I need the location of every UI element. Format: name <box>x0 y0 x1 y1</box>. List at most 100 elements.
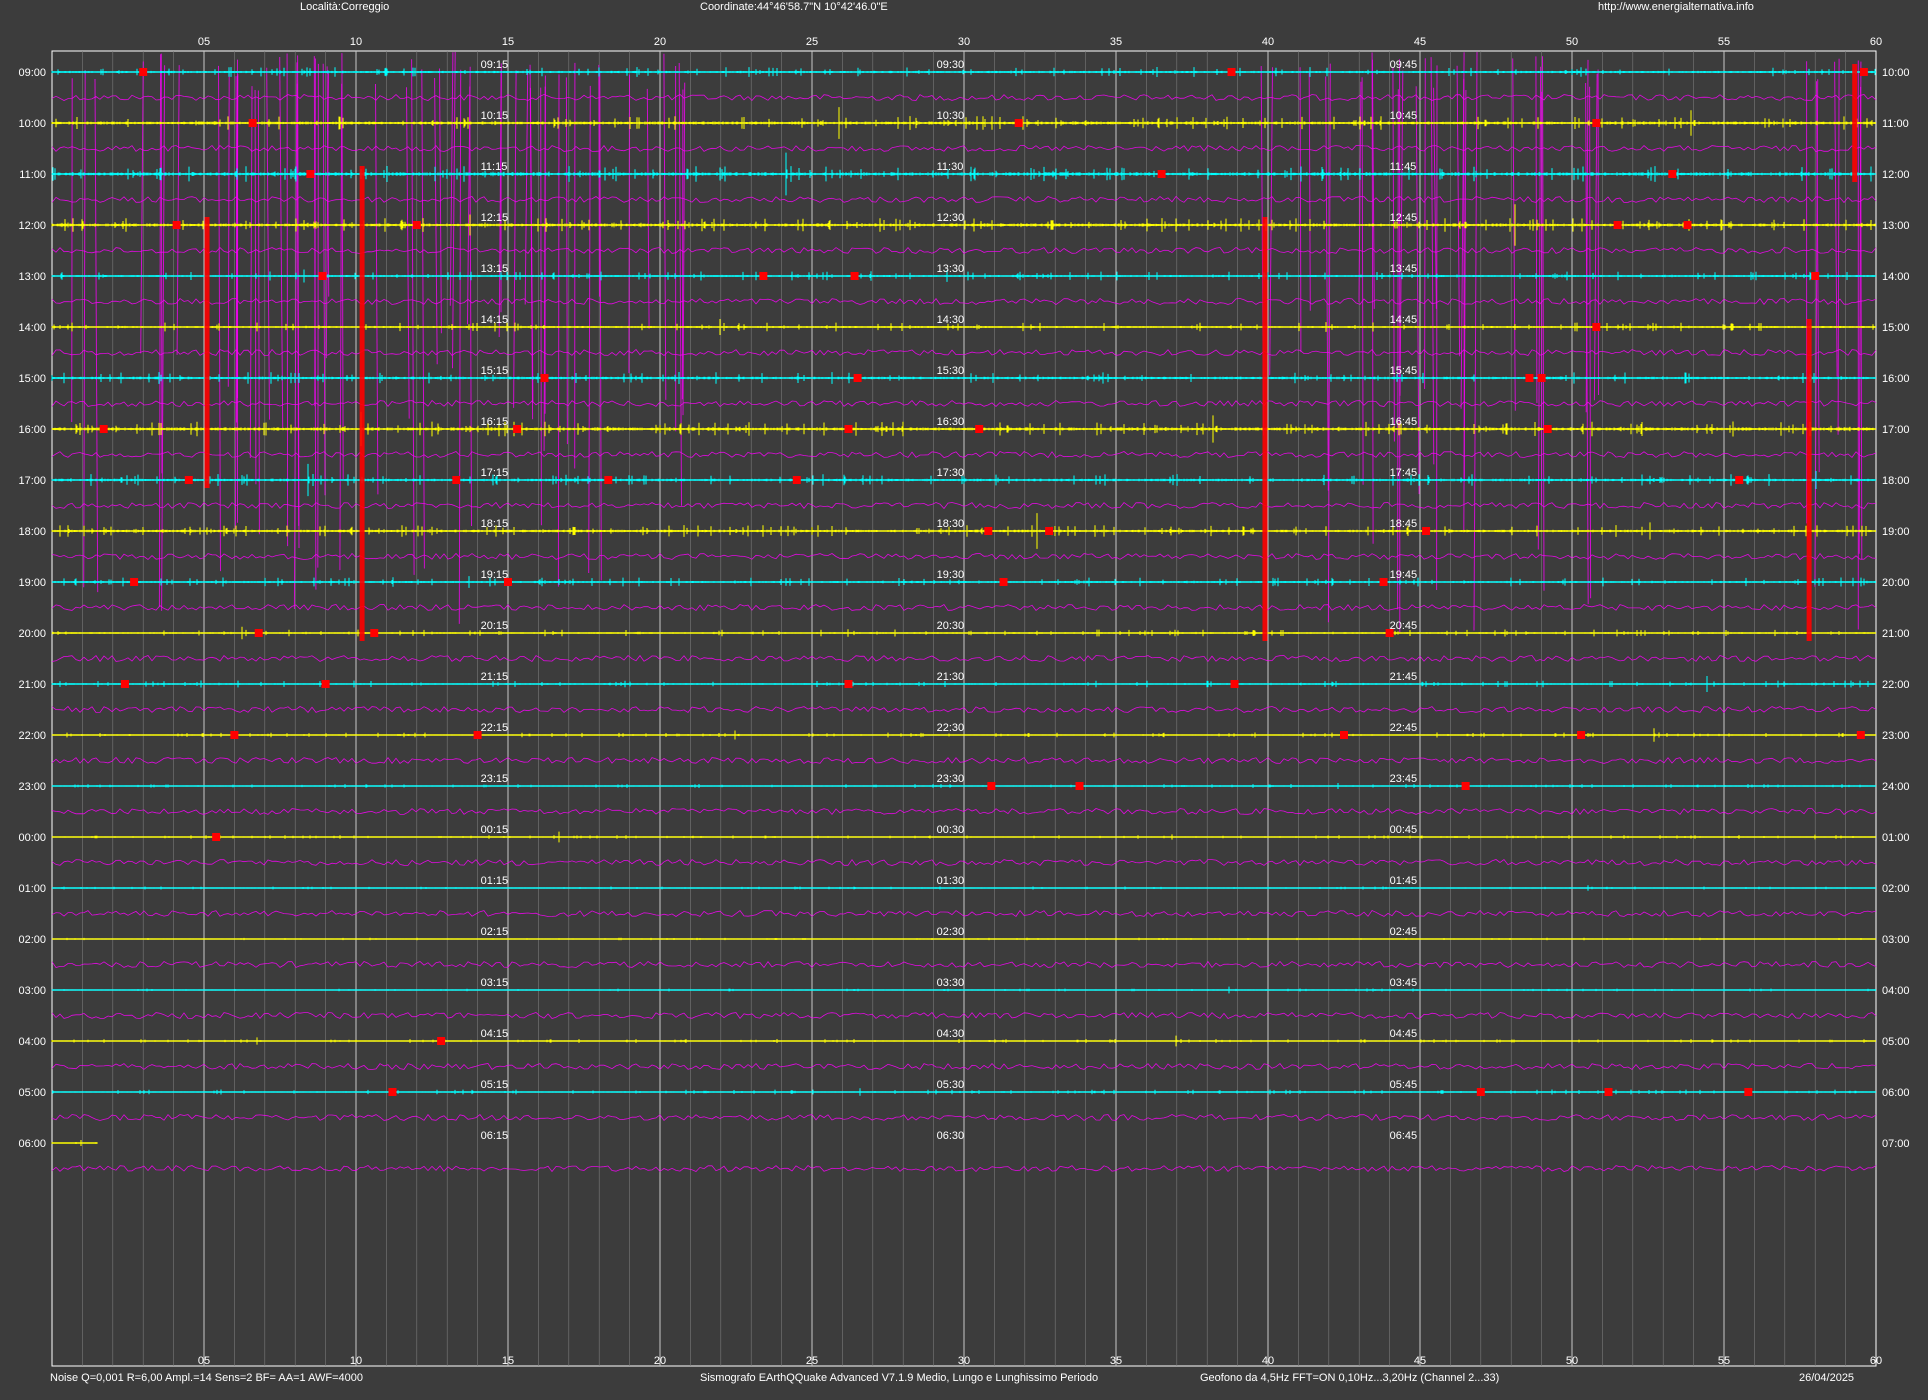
quarter-label: 03:15 <box>481 977 509 989</box>
row-label-left: 21:00 <box>18 679 46 691</box>
long-period-streak <box>293 62 298 610</box>
long-period-streak <box>1325 76 1329 491</box>
event-marker <box>604 476 613 484</box>
row-label-right: 20:00 <box>1882 577 1910 589</box>
event-marker <box>975 425 984 433</box>
quarter-label: 04:30 <box>937 1028 965 1040</box>
long-period-streak <box>469 86 472 527</box>
row-label-left: 06:00 <box>18 1138 46 1150</box>
long-period-streak <box>1397 89 1399 610</box>
quarter-label: 01:15 <box>481 875 509 887</box>
quarter-label: 05:30 <box>937 1079 965 1091</box>
quarter-label: 06:30 <box>937 1130 965 1142</box>
event-burst <box>204 217 210 488</box>
long-period-trace <box>51 1011 1877 1020</box>
event-marker <box>1592 323 1601 331</box>
quarter-label: 17:45 <box>1390 467 1418 479</box>
event-marker <box>452 476 461 484</box>
coordinates-label: Coordinate:44°46'58.7"N 10°42'46.0"E <box>700 1 888 13</box>
long-period-streak <box>176 65 180 355</box>
quarter-label: 16:45 <box>1390 416 1418 428</box>
row-label-left: 12:00 <box>18 220 46 232</box>
long-period-streak <box>1542 56 1545 591</box>
event-burst <box>1262 217 1268 641</box>
row-label-right: 23:00 <box>1882 730 1910 742</box>
long-period-streak <box>1299 67 1302 353</box>
row-label-left: 03:00 <box>18 985 46 997</box>
long-period-streak <box>421 69 425 569</box>
long-period-streak <box>1460 52 1465 409</box>
row-label-right: 07:00 <box>1882 1138 1910 1150</box>
event-marker <box>1340 731 1348 739</box>
long-period-trace <box>51 654 1876 663</box>
row-label-right: 06:00 <box>1882 1087 1910 1099</box>
seismic-trace <box>51 269 1876 283</box>
x-tick-label-bottom: 60 <box>1870 1355 1882 1367</box>
long-period-trace <box>51 1113 1877 1121</box>
long-period-streak <box>1535 56 1538 404</box>
event-marker <box>1537 374 1546 382</box>
quarter-label: 15:30 <box>937 365 965 377</box>
x-tick-label-top: 50 <box>1566 36 1578 48</box>
row-label-left: 09:00 <box>18 67 46 79</box>
long-period-streak <box>628 74 630 374</box>
long-period-streak <box>1858 61 1862 554</box>
event-marker <box>853 374 862 382</box>
event-marker <box>1604 1088 1613 1096</box>
event-marker <box>540 374 549 382</box>
long-period-streak <box>1269 67 1273 376</box>
event-marker <box>759 272 768 280</box>
long-period-streak <box>598 64 600 297</box>
event-marker <box>437 1037 446 1045</box>
long-period-streak <box>1456 65 1461 357</box>
quarter-label: 15:15 <box>481 365 509 377</box>
long-period-trace <box>51 399 1877 408</box>
seismic-trace <box>51 576 1876 588</box>
quarter-label: 19:30 <box>937 569 965 581</box>
x-tick-label-bottom: 25 <box>806 1355 818 1367</box>
long-period-streak <box>1430 57 1435 465</box>
row-label-right: 04:00 <box>1882 985 1910 997</box>
quarter-label: 21:15 <box>481 671 509 683</box>
event-marker <box>184 476 193 484</box>
quarter-label: 19:45 <box>1390 569 1418 581</box>
long-period-streak <box>266 67 270 420</box>
event-marker <box>999 578 1008 586</box>
row-label-left: 01:00 <box>18 883 46 895</box>
long-period-trace <box>51 94 1877 102</box>
quarter-label: 12:30 <box>937 212 965 224</box>
x-tick-label-top: 35 <box>1110 36 1122 48</box>
row-label-right: 13:00 <box>1882 220 1910 232</box>
event-marker <box>1476 1088 1485 1096</box>
location-label: Località:Correggio <box>300 1 390 13</box>
long-period-streak <box>83 70 86 588</box>
quarter-label: 18:30 <box>937 518 965 530</box>
quarter-label: 14:45 <box>1390 314 1418 326</box>
long-period-streak <box>296 83 300 526</box>
settings-label: Noise Q=0,001 R=6,00 Ampl.=14 Sens=2 BF=… <box>50 1372 363 1384</box>
event-marker <box>130 578 139 586</box>
long-period-streak <box>452 51 456 369</box>
row-label-right: 16:00 <box>1882 373 1910 385</box>
event-marker <box>844 425 853 433</box>
event-marker <box>1525 374 1534 382</box>
row-label-left: 05:00 <box>18 1087 46 1099</box>
event-marker <box>1227 68 1236 76</box>
row-label-left: 00:00 <box>18 832 46 844</box>
row-label-right: 05:00 <box>1882 1036 1910 1048</box>
long-period-streak <box>1589 86 1592 599</box>
long-period-trace <box>51 807 1877 816</box>
long-period-streak <box>1327 63 1331 623</box>
long-period-streak <box>279 56 284 429</box>
long-period-streak <box>94 78 99 593</box>
long-period-streak <box>218 65 221 572</box>
quarter-label: 03:30 <box>937 977 965 989</box>
quarter-label: 03:45 <box>1390 977 1418 989</box>
row-label-right: 15:00 <box>1882 322 1910 334</box>
seismic-trace <box>51 411 1876 447</box>
event-marker <box>1014 119 1023 127</box>
seismic-trace <box>51 676 1876 692</box>
quarter-label: 11:30 <box>937 161 964 173</box>
event-marker <box>1735 476 1744 484</box>
